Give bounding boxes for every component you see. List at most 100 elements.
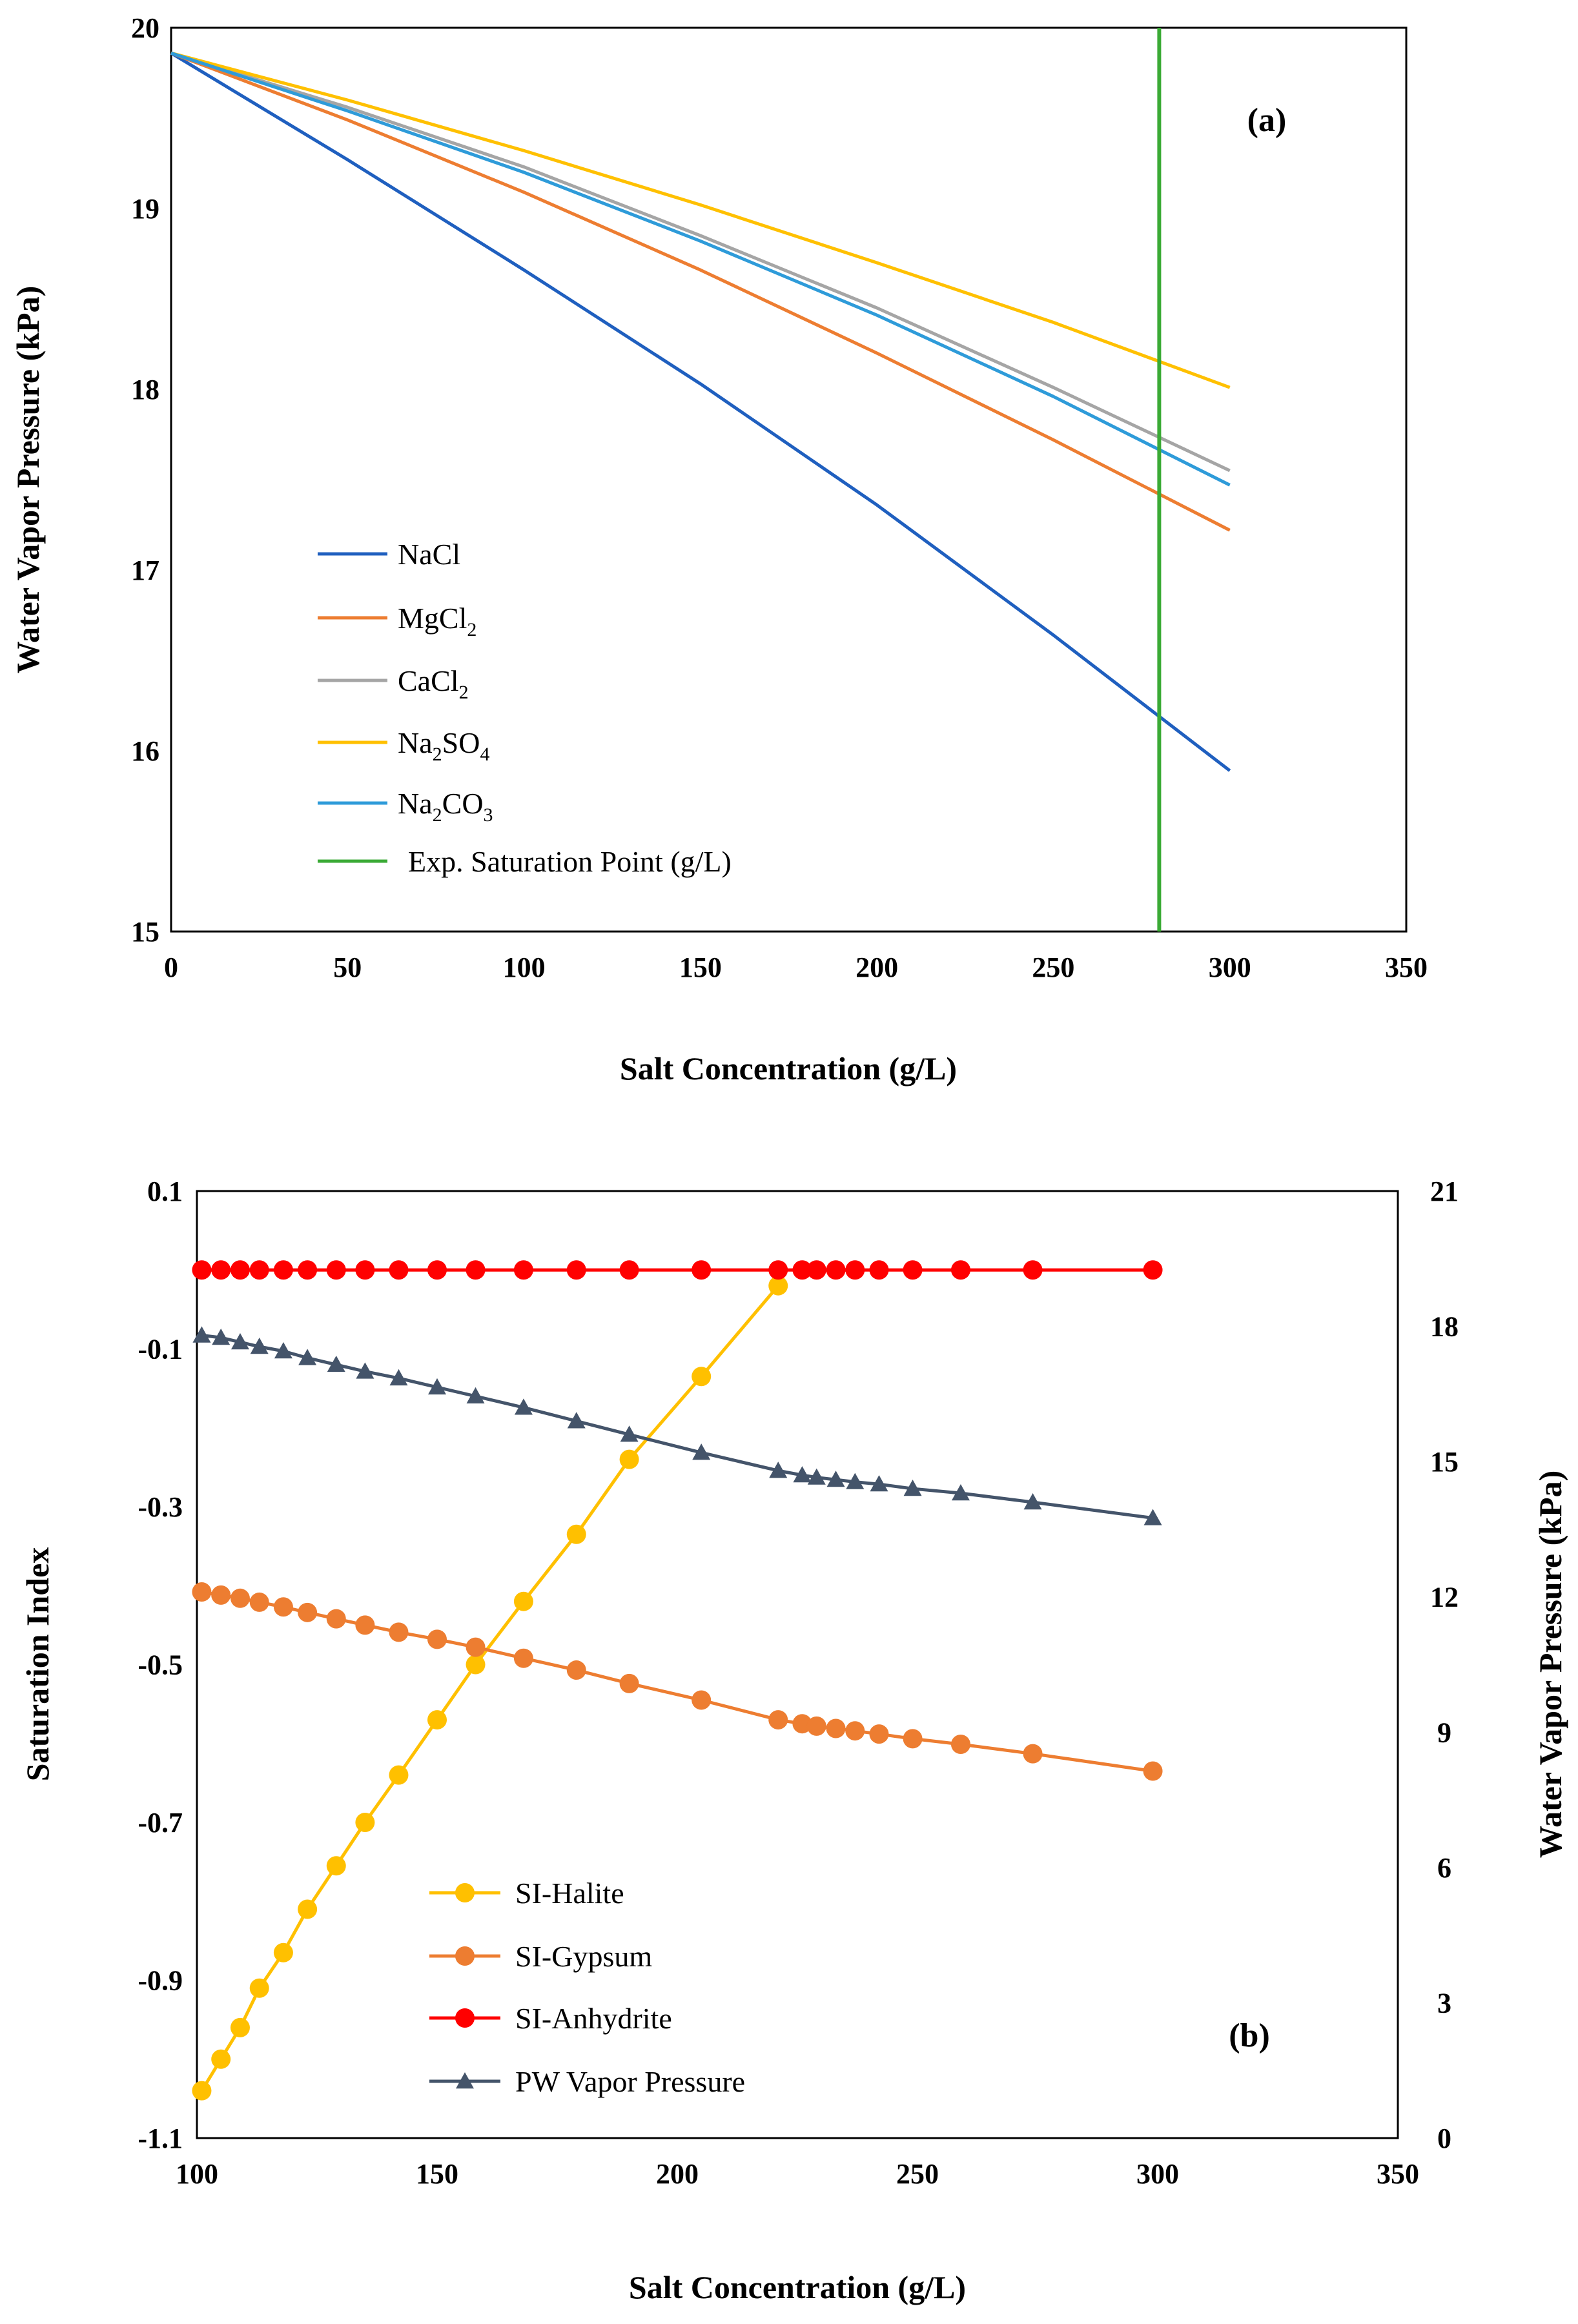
point-si-anhydrite	[806, 1260, 826, 1280]
panel-b-series	[192, 1260, 1163, 2101]
point-si-gypsum	[513, 1648, 533, 1668]
a-x-tick-200: 200	[856, 952, 898, 983]
point-pw-vapor-pressure	[231, 1333, 249, 1350]
point-pw-vapor-pressure	[327, 1355, 345, 1372]
point-si-gypsum	[211, 1585, 231, 1605]
point-si-halite	[249, 1978, 269, 1998]
panel-a-label: (a)	[1247, 102, 1287, 139]
series-line-mgcl2	[170, 51, 1231, 532]
a-x-tick-300: 300	[1209, 952, 1251, 983]
a-y-tick-20: 20	[131, 12, 159, 44]
point-si-gypsum	[298, 1602, 318, 1622]
point-pw-vapor-pressure	[951, 1484, 970, 1501]
point-si-halite	[298, 1899, 318, 1919]
panel-b-legend: SI-Halite SI-Gypsum SI-Anhydrite PW Vapo…	[429, 1877, 745, 2098]
point-si-gypsum	[806, 1716, 826, 1736]
legend-swatch-pw-vapor-pressure	[429, 2072, 500, 2089]
point-si-gypsum	[845, 1721, 865, 1741]
point-si-halite	[619, 1449, 639, 1469]
series-line-na2co3	[170, 51, 1231, 487]
point-pw-vapor-pressure	[192, 1326, 211, 1343]
point-si-anhydrite	[903, 1260, 923, 1280]
b-right-tick-9: 9	[1437, 1717, 1451, 1748]
point-pw-vapor-pressure	[428, 1378, 446, 1395]
a-x-tick-150: 150	[679, 952, 722, 983]
point-si-anhydrite	[211, 1260, 231, 1280]
panel-a-tick-labels: 0 50 100 150 200 250 300 350 15 16 17 18 19 20	[131, 12, 1428, 983]
point-si-gypsum	[273, 1597, 293, 1617]
b-x-tick-150: 150	[416, 2158, 458, 2190]
point-si-anhydrite	[1023, 1260, 1043, 1280]
point-si-gypsum	[230, 1588, 250, 1608]
point-si-anhydrite	[845, 1260, 865, 1280]
b-x-tick-300: 300	[1136, 2158, 1179, 2190]
point-si-gypsum	[192, 1582, 212, 1602]
b-left-tick-0-1: -0.1	[138, 1334, 183, 1365]
b-right-tick-3: 3	[1437, 1987, 1451, 2019]
b-x-tick-350: 350	[1377, 2158, 1419, 2190]
point-si-anhydrite	[826, 1260, 846, 1280]
point-si-anhydrite	[619, 1260, 639, 1280]
point-pw-vapor-pressure	[846, 1473, 865, 1489]
point-si-halite	[513, 1591, 533, 1611]
series-si-gypsum	[192, 1582, 1163, 1781]
panel-a: 0 50 100 150 200 250 300 350 15 16 17 18 19 20 (a) Sa…	[10, 12, 1428, 1086]
series-line-nacl	[170, 52, 1231, 772]
legend-label-si-gypsum: SI-Gypsum	[515, 1940, 652, 1973]
point-si-gypsum	[466, 1637, 486, 1657]
panel-b-plot-area	[196, 1190, 1399, 2139]
series-line-na2so4	[170, 51, 1231, 389]
a-y-tick-19: 19	[131, 193, 159, 225]
legend-label-pw-vapor-pressure: PW Vapor Pressure	[515, 2065, 745, 2098]
point-pw-vapor-pressure	[793, 1466, 812, 1483]
legend-label-saturation-point: Exp. Saturation Point (g/L)	[408, 845, 732, 878]
a-y-tick-16: 16	[131, 735, 159, 767]
point-pw-vapor-pressure	[870, 1475, 888, 1492]
legend-marker-pw-vapor-pressure	[456, 2072, 474, 2089]
panel-b-x-axis-title: Salt Concentration (g/L)	[629, 2269, 966, 2305]
point-si-anhydrite	[792, 1260, 812, 1280]
point-si-gypsum	[1023, 1744, 1043, 1764]
point-si-anhydrite	[298, 1260, 318, 1280]
legend-label-cacl2: CaCl2	[398, 664, 469, 703]
b-left-tick-0-9: -0.9	[138, 1965, 183, 1997]
b-left-tick-0-1: 0.1	[147, 1176, 183, 1207]
b-right-tick-15: 15	[1430, 1446, 1459, 1478]
series-si-halite	[192, 1276, 788, 2101]
b-x-tick-200: 200	[656, 2158, 699, 2190]
legend-swatch-si-anhydrite	[429, 2008, 500, 2028]
point-pw-vapor-pressure	[826, 1471, 845, 1487]
panel-a-legend: NaCl MgCl2 CaCl2 Na2SO4 Na2CO3 Exp. Satu…	[318, 538, 732, 878]
a-x-tick-100: 100	[503, 952, 546, 983]
point-pw-vapor-pressure	[692, 1443, 711, 1460]
point-pw-vapor-pressure	[620, 1425, 639, 1442]
point-si-gypsum	[619, 1673, 639, 1693]
series-pw-vapor-pressure	[192, 1326, 1162, 1525]
b-right-tick-0: 0	[1437, 2123, 1451, 2154]
point-si-halite	[566, 1524, 586, 1544]
panel-b: 100 150 200 250 300 350-1.1-0.9-0.7-0.5-0.3-0…	[19, 1176, 1568, 2305]
point-si-halite	[768, 1276, 788, 1296]
legend-label-nacl: NaCl	[398, 538, 460, 571]
point-si-gypsum	[792, 1714, 812, 1734]
b-x-tick-100: 100	[176, 2158, 218, 2190]
point-si-anhydrite	[326, 1260, 346, 1280]
point-si-halite	[692, 1367, 712, 1387]
series-line-cacl2	[170, 51, 1231, 473]
point-si-gypsum	[566, 1660, 586, 1680]
legend-marker-si-halite	[455, 1883, 475, 1902]
panel-a-plot-area	[170, 26, 1408, 933]
series-line-si-halite	[200, 1285, 780, 2092]
point-pw-vapor-pressure	[567, 1412, 586, 1429]
a-x-tick-350: 350	[1385, 952, 1428, 983]
legend-label-si-anhydrite: SI-Anhydrite	[515, 2002, 672, 2035]
point-pw-vapor-pressure	[212, 1329, 231, 1345]
b-right-tick-12: 12	[1430, 1582, 1459, 1613]
point-si-halite	[326, 1856, 346, 1876]
b-right-tick-18: 18	[1430, 1311, 1459, 1343]
point-si-gypsum	[950, 1734, 970, 1754]
point-si-anhydrite	[249, 1260, 269, 1280]
point-si-anhydrite	[950, 1260, 970, 1280]
legend-label-mgcl2: MgCl2	[398, 602, 476, 640]
point-si-gypsum	[1143, 1761, 1163, 1781]
